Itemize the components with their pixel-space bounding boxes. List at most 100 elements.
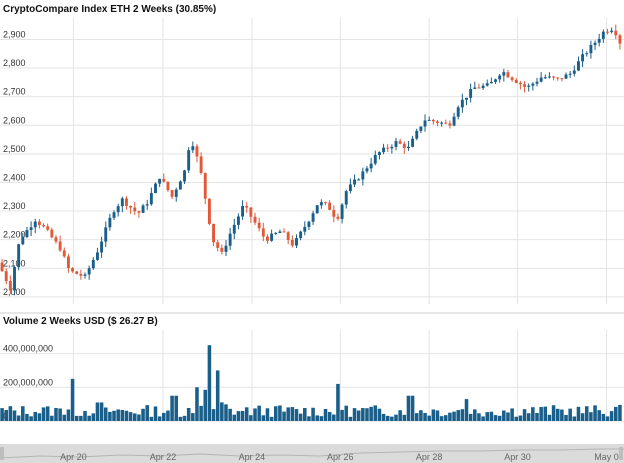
- candle-body: [382, 147, 386, 153]
- candle-body: [232, 224, 236, 234]
- candle-body: [593, 42, 597, 45]
- volume-bar: [215, 370, 220, 421]
- volume-bar: [54, 407, 58, 421]
- navigator-selected-range[interactable]: [0, 444, 624, 463]
- volume-bar: [286, 407, 290, 421]
- candle-body: [87, 268, 91, 275]
- candle-body: [104, 227, 108, 242]
- candle-body: [199, 156, 203, 173]
- volume-bar: [203, 389, 208, 421]
- volume-bar: [244, 407, 249, 421]
- price-chart-title: CryptoCompare Index ETH 2 Weeks (30.85%): [3, 4, 216, 15]
- candle-body: [91, 259, 95, 269]
- volume-bar: [576, 406, 581, 421]
- candle-body: [489, 81, 493, 84]
- volume-bar: [332, 414, 336, 421]
- candle-body: [527, 85, 531, 87]
- candle-body: [431, 119, 435, 122]
- candle-body: [572, 70, 576, 74]
- volume-bar: [531, 407, 535, 421]
- volume-bar: [120, 409, 125, 421]
- volume-bar: [319, 416, 324, 421]
- volume-bar: [601, 413, 606, 421]
- volume-bar: [419, 410, 423, 421]
- volume-bar: [456, 410, 460, 421]
- volume-bar: [265, 408, 270, 421]
- volume-bar: [58, 408, 62, 421]
- volume-bar: [207, 345, 212, 421]
- x-axis-tick-label: Apr 30: [504, 452, 531, 462]
- candle-body: [253, 216, 257, 223]
- candle-body: [477, 87, 481, 89]
- volume-bar: [37, 413, 42, 421]
- candle-body: [141, 205, 145, 213]
- volume-bar: [452, 411, 456, 421]
- candle-body: [377, 152, 381, 156]
- volume-bar: [468, 413, 473, 421]
- price-y-tick-label: 2,500: [3, 144, 26, 154]
- candle-body: [369, 163, 373, 169]
- volume-bar: [614, 406, 618, 421]
- candle-body: [332, 209, 336, 217]
- range-navigator[interactable]: Apr 20 Apr 22 Apr 24 Apr 26 Apr 28 Apr 30 May …: [0, 444, 624, 463]
- volume-bar: [116, 409, 120, 421]
- candle-body: [66, 256, 70, 269]
- volume-bar: [257, 405, 261, 421]
- navigator-left-handle[interactable]: [0, 447, 4, 460]
- candle-body: [506, 72, 510, 78]
- volume-bar: [485, 412, 490, 421]
- volume-bar: [128, 412, 133, 421]
- volume-bar: [390, 416, 394, 421]
- volume-bar: [323, 408, 328, 421]
- candle-body: [344, 191, 348, 205]
- volume-bar: [298, 413, 303, 421]
- volume-bar: [539, 407, 543, 421]
- candle-body: [315, 205, 319, 214]
- candle-body: [411, 138, 415, 147]
- candle-body: [71, 268, 75, 272]
- candle-body: [50, 229, 54, 238]
- candle-body: [120, 198, 124, 207]
- volume-bar: [290, 407, 295, 421]
- candle-body: [353, 179, 356, 185]
- candle-body: [601, 31, 605, 39]
- volume-bar: [477, 413, 481, 421]
- candle-body: [585, 53, 589, 55]
- volume-bar: [112, 410, 116, 421]
- volume-bar: [108, 411, 112, 421]
- volume-bar: [431, 409, 436, 421]
- volume-bar: [361, 408, 365, 421]
- candle-body: [125, 198, 128, 206]
- volume-bars: [0, 345, 622, 421]
- volume-bar: [261, 415, 266, 421]
- volume-bar: [560, 409, 564, 421]
- volume-bar: [365, 408, 369, 421]
- volume-bar: [373, 405, 378, 421]
- candle-body: [606, 31, 609, 33]
- volume-bar: [240, 410, 245, 421]
- volume-bar: [340, 409, 344, 421]
- volume-bar: [460, 409, 465, 421]
- volume-bar: [402, 414, 407, 421]
- candle-body: [406, 146, 410, 149]
- candle-body: [187, 150, 191, 171]
- candle-body: [402, 143, 406, 149]
- volume-bar: [543, 406, 548, 421]
- candle-body: [274, 233, 278, 235]
- volume-bar: [66, 409, 71, 421]
- volume-bar: [269, 416, 274, 421]
- volume-bar: [41, 407, 46, 421]
- price-y-tick-label: 2,400: [3, 172, 26, 182]
- candle-body: [348, 184, 352, 192]
- price-y-tick-label: 2,800: [3, 58, 26, 68]
- candle-body: [191, 146, 195, 151]
- candle-body: [523, 84, 527, 87]
- candle-body: [149, 193, 153, 205]
- candle-body: [220, 247, 224, 252]
- volume-gridlines: [0, 330, 624, 422]
- price-y-tick-label: 2,300: [3, 201, 26, 211]
- candle-body: [266, 236, 269, 241]
- navigator-right-handle[interactable]: [619, 447, 623, 460]
- volume-bar: [199, 405, 203, 421]
- candle-body: [465, 97, 468, 100]
